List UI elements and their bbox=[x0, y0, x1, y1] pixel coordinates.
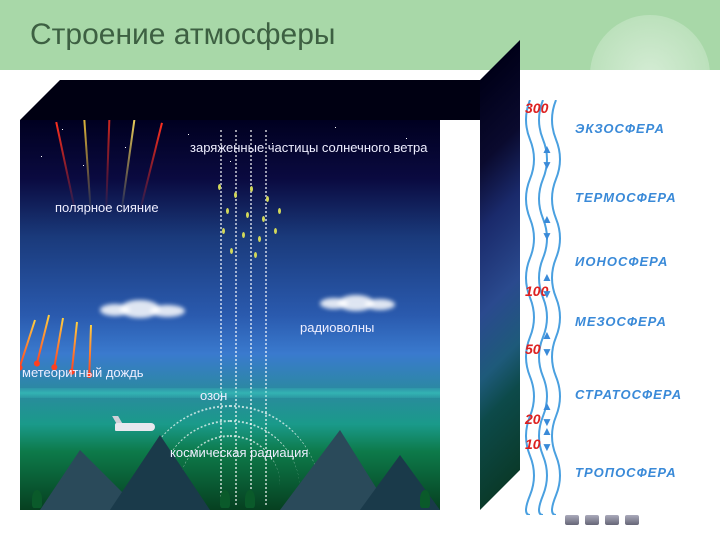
up-arrow-icon: ▲ bbox=[541, 270, 553, 284]
altitude-scale-column: 300100502010 ▲▼▲▼▲▼▲▼▲▼▲▼ ЭКЗОСФЕРАТЕРМО… bbox=[505, 95, 705, 525]
scale-axis: 300100502010 ▲▼▲▼▲▼▲▼▲▼▲▼ bbox=[525, 100, 565, 515]
layer-row: ТРОПОСФЕРА bbox=[575, 465, 705, 480]
layer-row: СТРАТОСФЕРА bbox=[575, 387, 705, 402]
down-arrow-icon: ▼ bbox=[541, 158, 553, 172]
layer-name: ИОНОСФЕРА bbox=[575, 254, 668, 269]
satellite-icon bbox=[565, 515, 579, 525]
label-cosmic: космическая радиация bbox=[170, 445, 308, 461]
airplane-icon bbox=[115, 420, 165, 434]
layer-row: ИОНОСФЕРА bbox=[575, 254, 705, 269]
title-bar: Строение атмосферы bbox=[0, 0, 720, 70]
altitude-tick: 50 bbox=[525, 341, 541, 357]
cloud bbox=[320, 295, 400, 311]
cloud bbox=[100, 300, 190, 318]
up-arrow-icon: ▲ bbox=[541, 142, 553, 156]
satellite-icon bbox=[585, 515, 599, 525]
layer-name: ЭКЗОСФЕРА bbox=[575, 121, 665, 136]
layer-row: МЕЗОСФЕРА bbox=[575, 314, 705, 329]
box-top-face bbox=[20, 80, 520, 120]
satellite-icon bbox=[625, 515, 639, 525]
label-aurora: полярное сияние bbox=[55, 200, 159, 216]
label-solar-particles: заряженные частицы солнечного ветра bbox=[190, 140, 428, 156]
satellite-icons bbox=[565, 515, 639, 525]
down-arrow-icon: ▼ bbox=[541, 345, 553, 359]
layer-name: СТРАТОСФЕРА bbox=[575, 387, 682, 402]
satellite-icon bbox=[605, 515, 619, 525]
down-arrow-icon: ▼ bbox=[541, 287, 553, 301]
slide-title: Строение атмосферы bbox=[30, 18, 336, 52]
down-arrow-icon: ▼ bbox=[541, 229, 553, 243]
layer-name: МЕЗОСФЕРА bbox=[575, 314, 667, 329]
layer-row: ЭКЗОСФЕРА bbox=[575, 121, 705, 136]
label-radio-waves: радиоволны bbox=[300, 320, 374, 336]
tree-icon bbox=[32, 490, 42, 508]
down-arrow-icon: ▼ bbox=[541, 440, 553, 454]
tree-icon bbox=[420, 490, 430, 508]
ozone-layer-band bbox=[20, 388, 440, 398]
label-ozone: озон bbox=[200, 388, 227, 404]
tree-icon bbox=[220, 490, 230, 508]
main-content: заряженные частицы солнечного ветра поля… bbox=[0, 70, 720, 540]
atmosphere-diagram: заряженные частицы солнечного ветра поля… bbox=[20, 80, 490, 520]
up-arrow-icon: ▲ bbox=[541, 328, 553, 342]
tree-icon bbox=[245, 490, 255, 508]
up-arrow-icon: ▲ bbox=[541, 424, 553, 438]
layer-name: ТЕРМОСФЕРА bbox=[575, 190, 677, 205]
box-front-face: заряженные частицы солнечного ветра поля… bbox=[20, 120, 440, 510]
altitude-tick: 10 bbox=[525, 436, 541, 452]
layer-row: ТЕРМОСФЕРА bbox=[575, 190, 705, 205]
layer-name: ТРОПОСФЕРА bbox=[575, 465, 677, 480]
diagram-3d-box: заряженные частицы солнечного ветра поля… bbox=[20, 80, 480, 510]
altitude-tick: 300 bbox=[525, 100, 548, 116]
solar-particles-cluster bbox=[210, 180, 290, 260]
up-arrow-icon: ▲ bbox=[541, 399, 553, 413]
up-arrow-icon: ▲ bbox=[541, 212, 553, 226]
altitude-tick: 20 bbox=[525, 411, 541, 427]
label-meteor: метеоритный дождь bbox=[22, 365, 144, 381]
